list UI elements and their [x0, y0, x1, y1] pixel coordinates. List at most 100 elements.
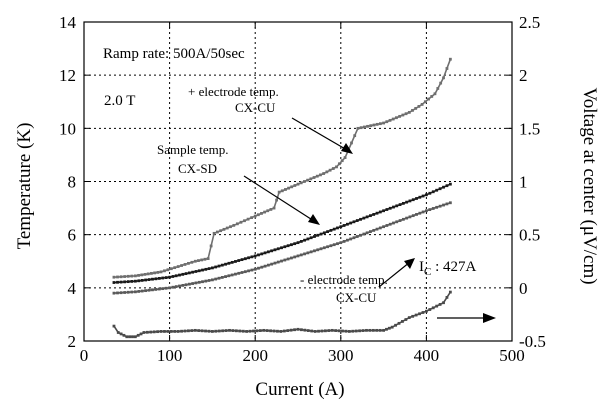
y-axis-title: Temperature (K) [14, 123, 35, 250]
series-point [112, 291, 116, 295]
series-point [169, 267, 173, 271]
series-point [116, 275, 119, 279]
series-point [116, 331, 120, 334]
series-point [200, 329, 204, 333]
series-point [112, 281, 116, 284]
series-point [438, 187, 442, 191]
series-point [272, 329, 276, 333]
series-point [137, 279, 141, 283]
series-point [154, 288, 158, 291]
series-point [388, 118, 392, 122]
series-point [241, 329, 245, 333]
series-point [326, 245, 330, 249]
series-point [262, 328, 266, 332]
series-point [316, 248, 320, 252]
series-point [433, 92, 437, 96]
series-point [347, 330, 351, 333]
series-point [256, 213, 260, 217]
series-point [375, 211, 379, 215]
series-point [404, 318, 408, 321]
series-point [133, 290, 137, 294]
series-point [169, 330, 173, 333]
series-point [425, 209, 428, 213]
sample-label-1: Sample temp. [157, 142, 229, 157]
series-point [137, 273, 140, 277]
series-point [411, 214, 415, 218]
series-point [408, 199, 412, 203]
series-point [387, 326, 391, 330]
series-point [359, 126, 363, 130]
series-point [365, 231, 369, 235]
y2-tick-label: -0.5 [519, 332, 546, 351]
series-point [168, 275, 171, 279]
series-point [280, 259, 283, 263]
series-point [211, 266, 214, 270]
series-point [415, 197, 418, 200]
series-point [130, 290, 134, 294]
series-point [322, 172, 326, 175]
series-point [287, 186, 290, 190]
series-point [378, 226, 382, 230]
series-point [253, 254, 257, 258]
series-point [248, 329, 252, 333]
series-point [260, 212, 263, 215]
series-point [390, 325, 394, 329]
series-point [266, 250, 270, 254]
series-point [421, 210, 425, 214]
sample-arrow [243, 175, 315, 222]
series-point [313, 249, 316, 253]
series-point [378, 122, 382, 126]
series-point [431, 207, 435, 210]
series-point [378, 210, 382, 214]
series-point [173, 330, 177, 333]
series-point [309, 250, 313, 254]
series-point [150, 271, 153, 275]
series-point [270, 249, 274, 253]
series-point [306, 178, 310, 182]
y-tick-label: 14 [59, 13, 77, 32]
series-point [123, 291, 127, 294]
series-point [349, 237, 353, 241]
series-point [368, 328, 372, 332]
series-point [371, 328, 375, 332]
series-point [269, 208, 273, 211]
series-point [332, 227, 336, 231]
series-point [445, 202, 449, 206]
series-point [395, 116, 398, 120]
series-point [303, 238, 306, 242]
series-point [299, 253, 303, 257]
series-point [325, 170, 329, 174]
series-point [435, 304, 439, 308]
series-point [243, 219, 246, 223]
series-point [154, 277, 158, 281]
series-point [238, 329, 242, 333]
plus-electrode-arrowhead [341, 143, 353, 154]
series-point [157, 276, 161, 280]
series-point [273, 248, 277, 252]
ramp-rate-label: Ramp rate: 500A/50sec [103, 46, 245, 62]
plus-electrode-label-1: + electrode temp. [188, 84, 279, 99]
series-point [146, 272, 150, 276]
series-point [180, 264, 183, 267]
series-point [284, 188, 287, 191]
series-point [369, 124, 373, 128]
series-point [174, 274, 178, 278]
series-point [448, 182, 452, 186]
series-point [190, 260, 194, 264]
series-point [375, 122, 379, 126]
y-tick-label: 12 [59, 66, 76, 85]
series-point [442, 203, 445, 207]
series-point [197, 269, 201, 273]
grid-layer [84, 22, 512, 341]
y-tick-label: 2 [68, 332, 77, 351]
x-axis-title: Current (A) [255, 379, 344, 400]
series-point [442, 301, 445, 305]
series-point [303, 252, 306, 256]
series-point [224, 262, 227, 266]
series-point [128, 335, 132, 339]
series-point [243, 270, 247, 274]
series-point [187, 271, 191, 275]
series-point [187, 282, 191, 286]
series-point [286, 329, 290, 332]
series-point [176, 265, 180, 268]
